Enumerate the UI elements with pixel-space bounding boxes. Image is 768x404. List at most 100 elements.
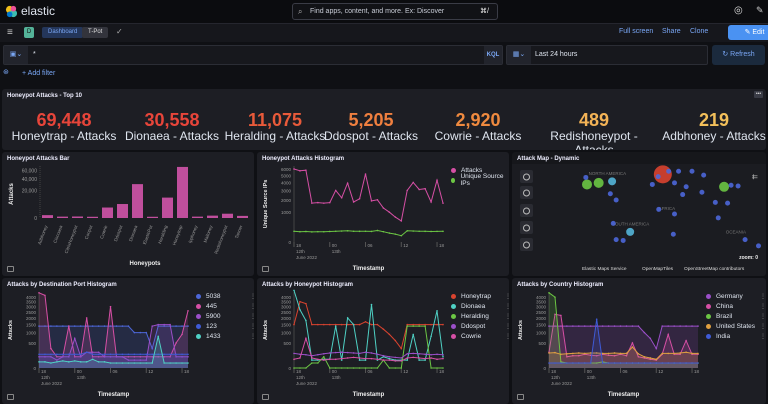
data-point (340, 323, 343, 326)
x-period-label: June 2022 (551, 381, 573, 386)
legend-item[interactable]: Germany ⋮ (706, 291, 766, 301)
legend-item[interactable]: China ⋮ (706, 301, 766, 311)
legend-item[interactable]: Ddospot ⋮ (451, 321, 509, 331)
y-tick-label: 3000 (536, 305, 547, 310)
legend-item[interactable]: 1433 ⋮ (196, 331, 254, 341)
clone-link[interactable]: Clone (690, 28, 709, 35)
attack-point (582, 179, 592, 190)
legend-item[interactable]: 5900 ⋮ (196, 311, 254, 321)
legend-item[interactable]: India ⋮ (706, 331, 766, 341)
refresh-button[interactable]: ↻ Refresh (712, 45, 765, 65)
legend-options-icon[interactable]: ⋮ (760, 333, 766, 340)
legend-options-icon[interactable]: ⋮ (250, 333, 254, 340)
time-range[interactable]: Last 24 hours (535, 51, 578, 58)
breadcrumb-dashboard[interactable]: Dashboard (42, 27, 84, 38)
legend-item[interactable]: 5038 ⋮ (196, 291, 254, 301)
map-background (512, 164, 766, 276)
query-input[interactable]: * (33, 51, 36, 58)
news-icon[interactable]: ✎ (756, 5, 764, 15)
table-icon[interactable] (262, 394, 269, 400)
legend-options-icon[interactable]: ⋮ (760, 293, 766, 300)
help-icon[interactable]: ◎ (734, 5, 743, 16)
kql-toggle[interactable]: KQL (484, 46, 502, 64)
table-icon[interactable] (517, 394, 524, 400)
data-point (115, 353, 118, 356)
space-avatar[interactable]: D (24, 27, 34, 38)
legend-label: 1433 (206, 332, 221, 340)
global-search-input[interactable]: ⌕ Find apps, content, and more. Ex: Disco… (292, 3, 498, 20)
legend-options-icon[interactable]: ⋮ (250, 313, 254, 320)
legend-item[interactable]: 123 ⋮ (196, 321, 254, 331)
data-point (145, 331, 148, 334)
attack-point (655, 174, 661, 180)
legend-options-icon[interactable]: ⋮ (250, 303, 254, 310)
legend-item[interactable]: Heralding ⋮ (451, 311, 509, 321)
elastic-logo-icon[interactable] (5, 5, 18, 18)
data-point (73, 337, 76, 340)
legend-options-icon[interactable]: ⋮ (505, 313, 509, 320)
data-point (613, 325, 616, 327)
legend-options-icon[interactable]: ⋮ (760, 323, 766, 330)
x-tick-label: Redishoneypot (213, 224, 228, 255)
menu-icon[interactable]: ≡ (7, 27, 13, 38)
data-point (175, 362, 177, 364)
data-point (346, 317, 349, 319)
legend-item[interactable]: Dionaea ⋮ (451, 301, 509, 311)
legend-options-icon[interactable]: ⋮ (760, 313, 766, 320)
share-link[interactable]: Share (662, 28, 681, 35)
legend-item[interactable]: Honeytrap ⋮ (451, 291, 509, 301)
legend-item[interactable]: Cowrie ⋮ (451, 331, 509, 341)
y-tick-label: 3500 (536, 300, 547, 305)
panel-options-icon[interactable]: ••• (754, 91, 763, 98)
x-tick-label: 12 (403, 243, 409, 248)
legend-item[interactable]: 445 ⋮ (196, 301, 254, 311)
data-point (554, 296, 556, 298)
legend-options-icon[interactable]: ⋮ (505, 333, 509, 340)
legend-item[interactable]: Attacks (451, 165, 509, 175)
data-point (388, 355, 391, 358)
data-point (388, 211, 391, 213)
legend-item[interactable]: Brazil ⋮ (706, 311, 766, 321)
series-area (39, 336, 188, 368)
data-point (157, 325, 159, 327)
data-point (388, 357, 391, 360)
data-point (328, 201, 331, 204)
data-point (358, 230, 361, 233)
data-point (145, 353, 148, 356)
attribution-link: Elastic Maps Service (582, 266, 627, 272)
data-point (370, 352, 373, 354)
x-tick-label: 00 (77, 369, 83, 374)
saved-query-icon[interactable]: ▣⌄ (4, 46, 28, 64)
map[interactable]: NORTH AMERICA SOUTH AMERICA AFRICA OCEANIA ⇇… (512, 152, 766, 276)
table-icon[interactable] (7, 394, 14, 400)
calendar-icon[interactable]: ▦⌄ (507, 46, 531, 64)
legend-options-icon[interactable]: ⋮ (505, 303, 509, 310)
legend-item[interactable]: United States ⋮ (706, 321, 766, 331)
add-filter-link[interactable]: + Add filter (22, 70, 56, 77)
legend-options-icon[interactable]: ⋮ (250, 323, 254, 330)
data-point (655, 362, 658, 364)
legend-label: Cowrie (461, 332, 482, 340)
data-point (127, 359, 130, 361)
data-point (85, 361, 88, 363)
query-bar[interactable]: ▣⌄ * KQL (3, 45, 503, 65)
panel-title: Attacks by Honeypot Histogram (262, 282, 354, 288)
data-point (388, 232, 391, 234)
data-point (364, 230, 367, 233)
attack-point (680, 192, 686, 198)
legend-options-icon[interactable]: ⋮ (760, 303, 766, 310)
data-point (583, 352, 586, 355)
legend-item[interactable]: Unique Source IPs (451, 173, 509, 187)
legend-options-icon[interactable]: ⋮ (505, 293, 509, 300)
full-screen-link[interactable]: Full screen (619, 28, 654, 35)
legend-options-icon[interactable]: ⋮ (505, 323, 509, 330)
edit-button[interactable]: ✎ Edit (728, 25, 768, 40)
legend-options-icon[interactable]: ⋮ (250, 293, 254, 300)
x-sub-label: 12th (296, 249, 305, 254)
data-point (412, 323, 414, 326)
filter-options-icon[interactable]: ⊛ (3, 69, 9, 76)
time-picker[interactable]: ▦⌄ Last 24 hours (506, 45, 708, 65)
table-icon[interactable] (7, 266, 14, 272)
data-point (607, 354, 610, 357)
table-icon[interactable] (262, 266, 269, 272)
